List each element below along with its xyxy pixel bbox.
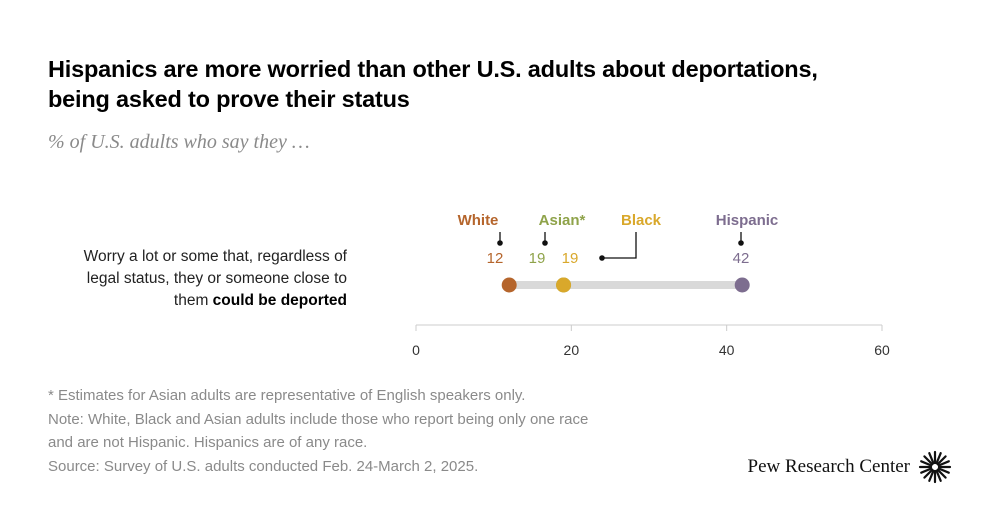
row-label-line-2: legal status, they or someone close to xyxy=(86,270,347,287)
value-label-white: 12 xyxy=(487,250,504,267)
data-point-hispanic xyxy=(734,277,750,293)
legend-white: White xyxy=(458,212,499,229)
value-label-asian: 19 xyxy=(529,250,546,267)
data-point-white xyxy=(501,277,517,293)
chart-title-line-2: being asked to prove their status xyxy=(48,86,410,112)
x-tick-label: 40 xyxy=(719,342,735,358)
value-label-black: 19 xyxy=(562,250,579,267)
data-point-black xyxy=(556,277,572,293)
row-label: Worry a lot or some that, regardless of … xyxy=(17,246,347,312)
connector-asian-end xyxy=(542,240,548,246)
legend-asian: Asian* xyxy=(539,212,586,229)
sunburst-logo-icon xyxy=(918,450,952,484)
connector-black-end xyxy=(599,255,605,261)
chart-subtitle: % of U.S. adults who say they … xyxy=(48,131,310,153)
connector-white-end xyxy=(497,240,503,246)
chart-title-line-1: Hispanics are more worried than other U.… xyxy=(48,56,818,82)
x-tick-label: 0 xyxy=(412,342,420,358)
row-label-line-3: them could be deported xyxy=(17,290,347,312)
x-tick-label: 20 xyxy=(564,342,580,358)
note-asterisk: * Estimates for Asian adults are represe… xyxy=(48,387,526,404)
value-label-hispanic: 42 xyxy=(733,250,750,267)
legend-black: Black xyxy=(621,212,662,229)
chart-notes: * Estimates for Asian adults are represe… xyxy=(48,384,588,478)
row-label-line-3-plain: them xyxy=(173,292,213,309)
row-label-emphasis: could be deported xyxy=(212,292,347,309)
x-tick-label: 60 xyxy=(874,342,890,358)
connector-hispanic-end xyxy=(738,240,744,246)
brand-name: Pew Research Center xyxy=(747,456,911,477)
legend-hispanic: Hispanic xyxy=(716,212,779,229)
note-line-2: and are not Hispanic. Hispanics are of a… xyxy=(48,434,368,451)
connector-black xyxy=(602,232,637,259)
row-label-line-1: Worry a lot or some that, regardless of xyxy=(83,248,347,265)
brand: Pew Research Center xyxy=(748,450,953,484)
note-line-1: Note: White, Black and Asian adults incl… xyxy=(48,410,589,428)
chart-title: Hispanics are more worried than other U.… xyxy=(48,54,948,114)
note-source: Source: Survey of U.S. adults conducted … xyxy=(48,457,479,475)
